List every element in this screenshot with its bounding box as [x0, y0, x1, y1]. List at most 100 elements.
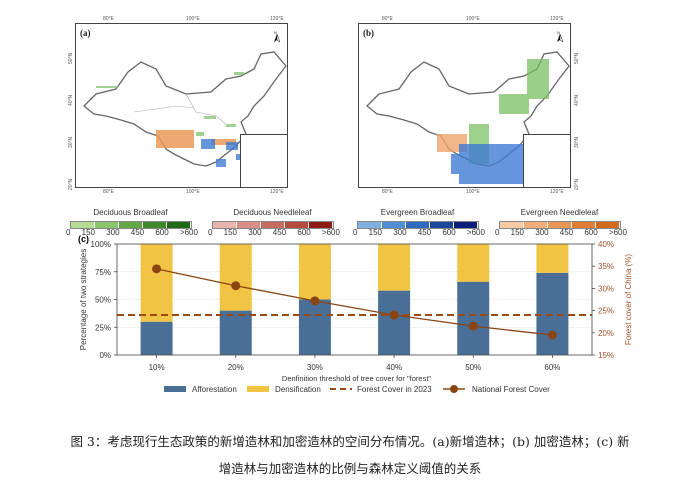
map-a-top-tick: 120°E	[270, 16, 284, 22]
map-a-bottom-tick: 120°E	[270, 189, 284, 195]
y2-tick-label: 15%	[598, 351, 614, 360]
x-tick-label: 60%	[544, 363, 560, 372]
chart-c: (c) 0% 25% 50% 75% 100% 15% 20% 25% 30% 35% 40% 10% 2…	[78, 234, 633, 394]
x-tick-label: 30%	[307, 363, 323, 372]
y2-tick-label: 30%	[598, 284, 614, 293]
legend-tick-label: 150	[368, 228, 383, 237]
y2-axis-label: Forest cover of China (%)	[624, 254, 633, 345]
map-a-lat-tick: 30°N	[68, 136, 74, 148]
map-b-top-tick: 80°E	[382, 16, 393, 22]
map-a-label: (a)	[80, 28, 91, 38]
legend-tick-label: 0	[208, 228, 213, 237]
legend-title: Evergreen Needleleaf	[520, 208, 599, 217]
legend-swatch	[119, 222, 143, 228]
y2-tick-label: 25%	[598, 307, 614, 316]
bar-afforestation	[219, 310, 252, 355]
south-china-sea-inset	[240, 134, 287, 187]
bar-afforestation	[140, 321, 173, 355]
map-b-lat-tick: 20°N	[574, 178, 580, 190]
bar-afforestation	[378, 290, 411, 355]
y-axis-label: Percentage of two strategies	[79, 249, 88, 350]
legend-swatch	[237, 222, 261, 228]
legend-tick-label: 300	[535, 228, 549, 237]
legend-tick-label: >600	[321, 228, 340, 237]
map-a-top-tick: 100°E	[186, 16, 200, 22]
national-forest-cover-point	[468, 321, 478, 331]
map-b-lat-tick: 50°N	[574, 52, 580, 64]
y-tick-label: 50%	[95, 296, 111, 305]
x-tick-label: 20%	[228, 363, 244, 372]
legend-swatch	[285, 222, 309, 228]
legend-tick-label: 300	[248, 228, 262, 237]
y-tick-label: 75%	[95, 268, 111, 277]
legend-tick-label: 0	[353, 228, 358, 237]
map-a-bottom-tick: 100°E	[186, 189, 200, 195]
bar-densification	[457, 244, 490, 282]
map-a-lat-tick: 20°N	[68, 178, 74, 190]
bar-afforestation	[298, 299, 331, 355]
map-a-lat-tick: 40°N	[68, 94, 74, 106]
svg-text:N: N	[274, 30, 277, 35]
legend-swatch	[406, 222, 430, 228]
legend-swatch	[143, 222, 167, 228]
legend-swatch	[596, 222, 620, 228]
figure-caption-line1: 图 3：考虑现行生态政策的新增造林和加密造林的空间分布情况。(a)新增造林；(b…	[70, 434, 630, 449]
map-b-bottom-tick: 100°E	[466, 189, 480, 195]
legend-tick-label: 600	[442, 228, 456, 237]
x-tick-label: 10%	[149, 363, 165, 372]
legend-tick-label: 0	[495, 228, 500, 237]
legend-ticks: 0 150 300 450 600 >600	[66, 228, 198, 237]
y2-tick-label: 40%	[598, 240, 614, 249]
map-b-lat-tick: 30°N	[574, 136, 580, 148]
legend-tick-label: 300	[393, 228, 407, 237]
y2-tick-label: 20%	[598, 329, 614, 338]
legend-forest-cover-2023-label: Forest Cover in 2023	[357, 385, 432, 394]
y-tick-label: 100%	[91, 240, 111, 249]
legend-swatch	[71, 222, 95, 228]
legend-tick-label: 600	[584, 228, 598, 237]
map-b-top-tick: 100°E	[466, 16, 480, 22]
map-a-lat-tick: 50°N	[68, 52, 74, 64]
legend-color-bar	[70, 221, 192, 229]
national-forest-cover-line	[156, 268, 553, 336]
legend-tick-label: 450	[559, 228, 574, 237]
map-a-top-tick: 80°E	[103, 16, 114, 22]
figure-caption-line2: 增造林与加密造林的比例与森林定义阈值的关系	[218, 461, 482, 476]
bar-afforestation	[457, 281, 490, 355]
legend-tick-label: 150	[510, 228, 525, 237]
legend-tick-label: 450	[417, 228, 432, 237]
legend-swatch	[261, 222, 285, 228]
south-china-sea-inset	[523, 134, 570, 187]
legend-color-bar	[499, 221, 621, 229]
map-b-top-tick: 120°E	[550, 16, 564, 22]
svg-text:N: N	[557, 30, 560, 35]
national-forest-cover-point	[310, 296, 320, 306]
legend-tick-label: 450	[130, 228, 145, 237]
legend-title: Deciduous Broadleaf	[93, 208, 168, 217]
legend-afforestation-label: Afforestation	[192, 385, 237, 394]
map-b-lat-tick: 40°N	[574, 94, 580, 106]
legend-swatch	[524, 222, 548, 228]
national-forest-cover-point	[389, 310, 399, 320]
legend-densification-label: Densification	[275, 385, 321, 394]
map-b-bottom-tick: 120°E	[550, 189, 564, 195]
legend-swatch	[454, 222, 478, 228]
map-b-label: (b)	[363, 28, 374, 38]
north-arrow-icon: N	[555, 29, 565, 43]
y-tick-label: 0%	[99, 351, 111, 360]
legend-tick-label: 450	[272, 228, 287, 237]
legend-tick-label: >600	[179, 228, 198, 237]
legend-swatch	[382, 222, 406, 228]
legend-tick-label: 600	[155, 228, 169, 237]
legend-swatch	[548, 222, 572, 228]
bar-densification	[536, 244, 569, 273]
legend-swatch	[167, 222, 191, 228]
legend-swatch	[500, 222, 524, 228]
x-tick-label: 50%	[465, 363, 481, 372]
x-tick-label: 40%	[386, 363, 402, 372]
map-panel-a: (a) N	[75, 23, 288, 188]
legend-tick-label: 300	[106, 228, 120, 237]
legend-ticks: 0 150 300 450 600 >600	[208, 228, 340, 237]
legend-ticks: 0 150 300 450 600 >600	[353, 228, 485, 237]
legend-ticks: 0 150 300 450 600 >600	[495, 228, 627, 237]
